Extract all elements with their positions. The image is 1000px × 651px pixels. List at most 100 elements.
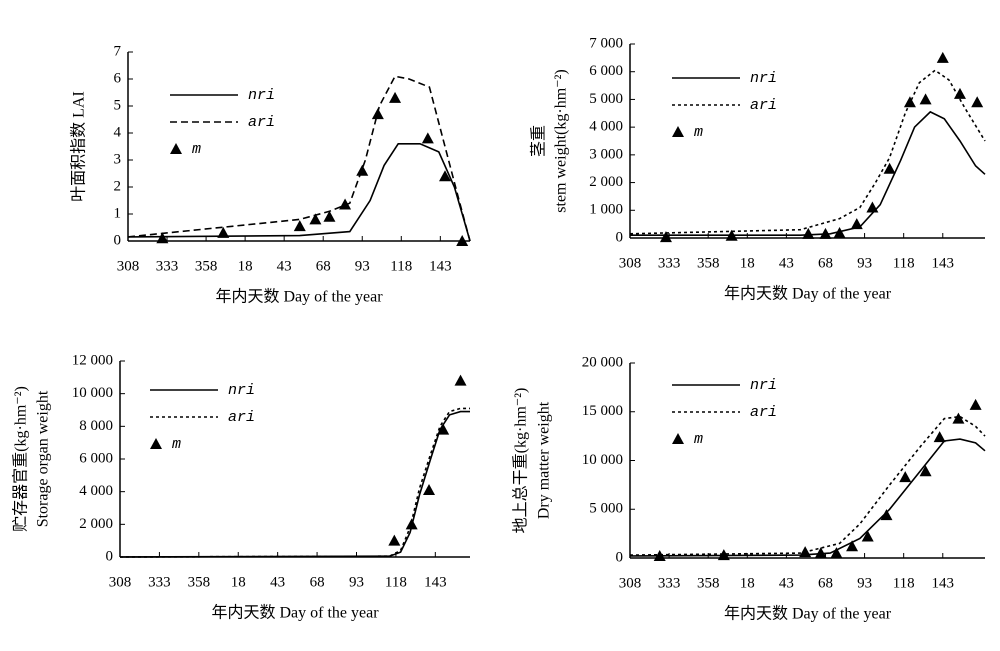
- observed-point: [883, 162, 896, 174]
- x-tick-label: 93: [355, 258, 370, 274]
- legend-label: nri: [248, 87, 275, 104]
- series-line: [127, 75, 471, 242]
- observed-point: [439, 170, 452, 182]
- legend-label: nri: [228, 382, 255, 399]
- y-axis-label: 贮存器官重(kg·hm⁻²): [12, 386, 30, 532]
- y-axis-label: 地上总干重(kg·hm⁻²): [512, 388, 530, 534]
- observed-point: [454, 374, 467, 386]
- x-tick-label: 143: [932, 575, 955, 591]
- y-tick-label: 2 000: [589, 174, 623, 190]
- observed-point: [293, 220, 306, 232]
- observed-point: [437, 423, 450, 435]
- observed-point: [833, 227, 846, 239]
- y-tick-label: 7 000: [589, 35, 623, 51]
- x-axis-label: 年内天数 Day of the year: [724, 285, 892, 303]
- series-line: [629, 415, 986, 556]
- observed-point: [903, 96, 916, 108]
- legend-marker: [150, 438, 162, 449]
- y-tick-label: 1 000: [589, 202, 623, 218]
- x-tick-label: 358: [697, 255, 720, 271]
- observed-point: [323, 210, 336, 222]
- y-tick-label: 1: [114, 205, 122, 221]
- x-tick-label: 68: [818, 255, 833, 271]
- observed-point: [339, 198, 352, 210]
- observed-point: [423, 484, 436, 496]
- y-tick-label: 0: [616, 229, 624, 245]
- y-axis-label: Dry matter weight: [536, 401, 553, 519]
- x-tick-label: 118: [893, 255, 915, 271]
- y-axis-label: stem weight(kg·hm⁻²): [553, 69, 570, 212]
- legend-marker: [672, 433, 684, 444]
- observed-point: [936, 51, 949, 63]
- legend-label: ari: [248, 114, 275, 131]
- observed-point: [971, 96, 984, 108]
- x-tick-label: 68: [310, 574, 325, 590]
- y-tick-label: 12 000: [72, 352, 113, 368]
- x-tick-label: 308: [619, 255, 642, 271]
- y-tick-label: 3: [114, 151, 122, 167]
- x-tick-label: 93: [857, 575, 872, 591]
- x-tick-label: 118: [385, 574, 407, 590]
- observed-point: [830, 547, 843, 559]
- x-tick-label: 333: [658, 575, 681, 591]
- x-axis-label: 年内天数 Day of the year: [211, 604, 379, 622]
- observed-point: [456, 235, 469, 246]
- x-axis-label: 年内天数 Day of the year: [215, 288, 383, 306]
- y-tick-label: 6 000: [79, 450, 113, 466]
- observed-point: [880, 509, 893, 521]
- x-tick-label: 93: [349, 574, 364, 590]
- x-tick-label: 43: [270, 574, 285, 590]
- observed-point: [156, 232, 169, 244]
- x-tick-label: 93: [857, 255, 872, 271]
- observed-point: [421, 132, 434, 144]
- observed-point: [659, 231, 672, 243]
- y-axis-label: Storage organ weight: [35, 390, 52, 527]
- legend-label: m: [694, 124, 703, 141]
- x-tick-label: 18: [740, 255, 755, 271]
- series-line: [127, 143, 471, 242]
- x-tick-label: 308: [619, 575, 642, 591]
- observed-point: [819, 227, 832, 239]
- observed-point: [717, 549, 730, 561]
- x-tick-label: 68: [818, 575, 833, 591]
- x-axis-label: 年内天数 Day of the year: [724, 605, 892, 623]
- observed-point: [866, 201, 879, 213]
- observed-point: [388, 534, 401, 546]
- series-line: [630, 110, 986, 236]
- x-tick-label: 143: [424, 574, 447, 590]
- y-tick-label: 3 000: [589, 146, 623, 162]
- y-tick-label: 8 000: [79, 418, 113, 434]
- x-tick-label: 68: [316, 258, 331, 274]
- legend-label: m: [192, 141, 201, 158]
- y-tick-label: 5 000: [589, 501, 623, 517]
- observed-point: [899, 471, 912, 483]
- observed-point: [217, 226, 230, 238]
- observed-point: [846, 540, 859, 552]
- observed-point: [919, 93, 932, 105]
- legend-label: ari: [228, 409, 255, 426]
- y-tick-label: 7: [114, 43, 122, 59]
- x-tick-label: 18: [238, 258, 253, 274]
- series-line: [629, 69, 986, 235]
- y-tick-label: 5 000: [589, 91, 623, 107]
- y-axis-label: 茎重: [530, 125, 548, 157]
- series-line: [119, 410, 470, 558]
- x-tick-label: 143: [429, 258, 452, 274]
- y-tick-label: 10 000: [582, 452, 623, 468]
- x-tick-label: 118: [390, 258, 412, 274]
- observed-point: [952, 412, 965, 424]
- x-tick-label: 43: [277, 258, 292, 274]
- x-tick-label: 308: [109, 574, 132, 590]
- legend-label: m: [172, 436, 181, 453]
- legend-label: m: [694, 431, 703, 448]
- observed-point: [969, 398, 982, 410]
- x-tick-label: 18: [231, 574, 246, 590]
- x-tick-label: 43: [779, 255, 794, 271]
- observed-point: [389, 91, 402, 103]
- legend-marker: [672, 126, 684, 137]
- legend-label: nri: [750, 70, 777, 87]
- x-tick-label: 118: [893, 575, 915, 591]
- x-tick-label: 358: [195, 258, 218, 274]
- series-line: [629, 438, 986, 557]
